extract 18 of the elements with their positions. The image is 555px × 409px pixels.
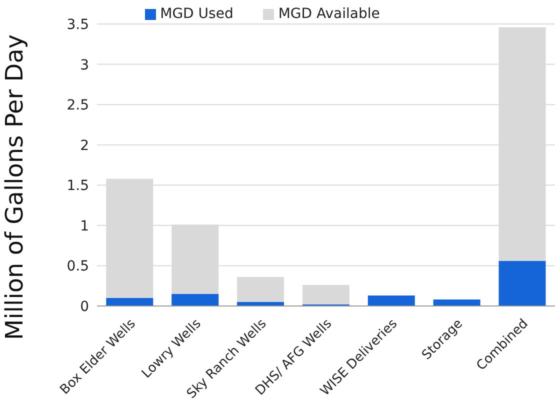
legend-label: MGD Available xyxy=(278,6,380,22)
bar xyxy=(172,294,219,306)
y-tick-label: 3 xyxy=(80,57,89,74)
y-tick-label: 0 xyxy=(80,298,89,315)
y-axis-title: Million of Gallons Per Day xyxy=(0,34,29,340)
y-tick-label: 1 xyxy=(80,218,89,234)
bar xyxy=(302,285,350,304)
legend-label: MGD Used xyxy=(160,6,234,22)
bar xyxy=(433,300,480,306)
y-tick-label: 3.5 xyxy=(66,16,89,33)
bar xyxy=(106,298,154,306)
y-tick-label: 1.5 xyxy=(66,178,89,194)
y-tick-label: 2.5 xyxy=(66,98,89,114)
bar xyxy=(237,276,284,302)
y-tick-label: 0.5 xyxy=(66,258,89,275)
bar xyxy=(368,296,415,306)
bar xyxy=(498,260,546,306)
y-tick-label: 2 xyxy=(80,138,89,154)
